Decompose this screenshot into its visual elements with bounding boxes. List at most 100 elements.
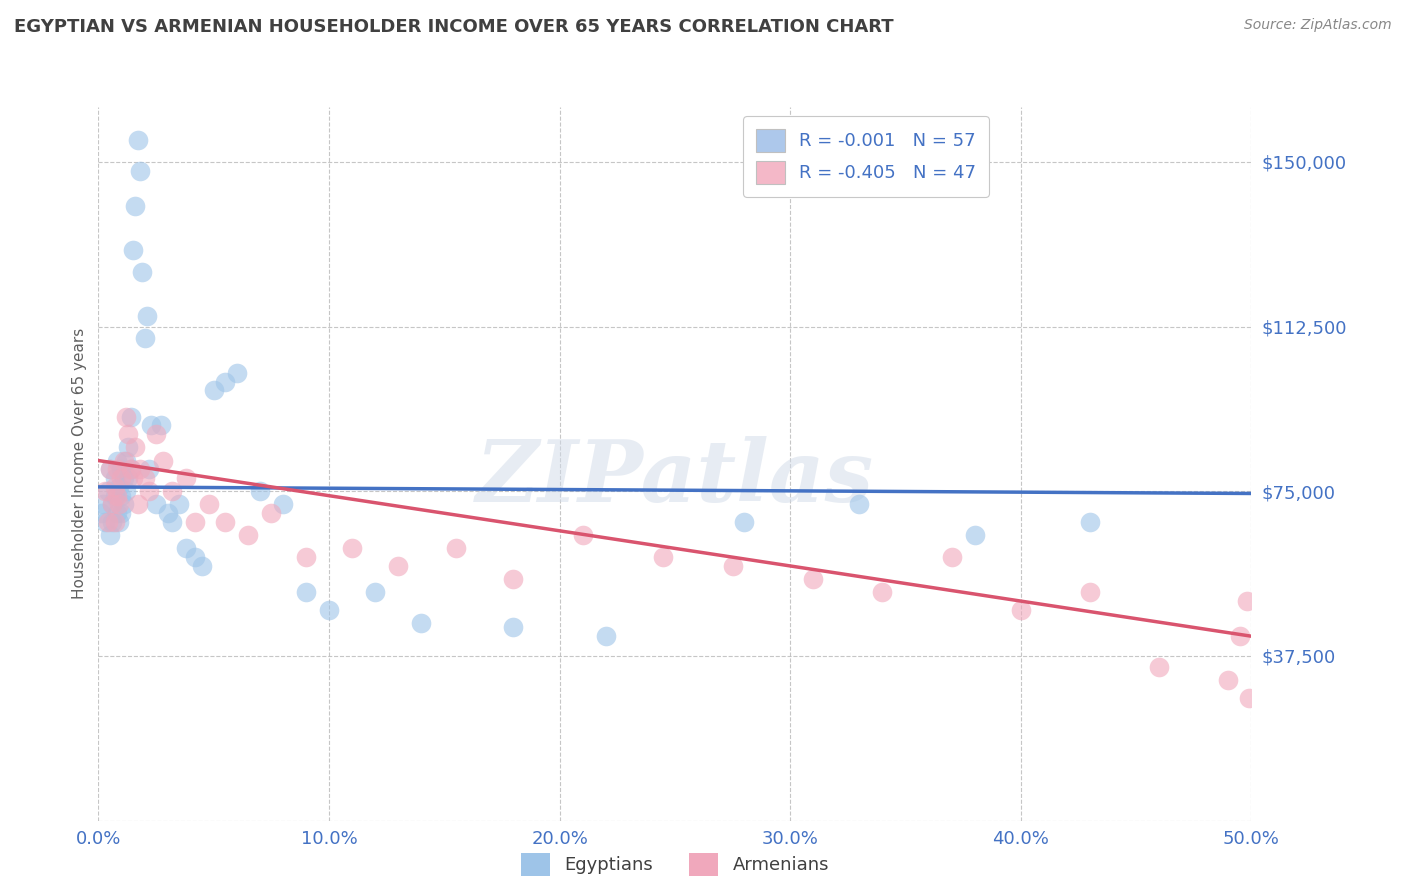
Point: [411, 615, 433, 630]
Point: [160, 515, 183, 529]
Point: [120, 462, 142, 476]
Point: [101, 498, 124, 512]
Point: [122, 471, 145, 485]
Point: [271, 498, 294, 512]
Point: [101, 498, 124, 512]
Point: [1010, 603, 1032, 617]
Point: [110, 471, 132, 485]
Point: [191, 558, 214, 573]
Point: [122, 243, 145, 257]
Point: [120, 462, 142, 476]
Point: [112, 498, 135, 512]
Point: [94, 515, 117, 529]
Point: [103, 515, 125, 529]
Point: [721, 558, 744, 573]
Point: [98, 528, 121, 542]
Point: [167, 498, 190, 512]
Point: [134, 330, 156, 344]
Point: [117, 471, 139, 485]
Point: [105, 462, 128, 476]
Point: [801, 572, 824, 586]
Point: [214, 375, 236, 389]
Point: [129, 163, 152, 178]
Point: [110, 462, 132, 476]
Point: [152, 453, 174, 467]
Point: [127, 498, 149, 512]
Point: [145, 427, 167, 442]
Point: [101, 515, 124, 529]
Point: [156, 506, 179, 520]
Point: [502, 572, 524, 586]
Y-axis label: Householder Income Over 65 years: Householder Income Over 65 years: [72, 328, 87, 599]
Point: [444, 541, 467, 556]
Legend: Egyptians, Armenians: Egyptians, Armenians: [513, 846, 837, 883]
Point: [249, 484, 271, 499]
Point: [174, 541, 197, 556]
Point: [149, 418, 172, 433]
Point: [103, 489, 125, 503]
Point: [103, 471, 125, 485]
Point: [108, 480, 131, 494]
Point: [1236, 594, 1258, 608]
Point: [1078, 515, 1101, 529]
Point: [129, 462, 152, 476]
Text: ZIPatlas: ZIPatlas: [475, 436, 875, 520]
Point: [733, 515, 755, 529]
Point: [110, 489, 132, 503]
Point: [105, 453, 128, 467]
Point: [124, 199, 146, 213]
Point: [160, 484, 183, 499]
Point: [131, 265, 153, 279]
Point: [1229, 629, 1251, 643]
Point: [318, 603, 340, 617]
Point: [108, 498, 131, 512]
Point: [941, 550, 963, 565]
Point: [138, 484, 160, 499]
Point: [103, 480, 125, 494]
Point: [872, 585, 894, 599]
Point: [105, 506, 128, 520]
Point: [225, 366, 247, 380]
Point: [502, 620, 524, 634]
Point: [141, 418, 163, 433]
Text: EGYPTIAN VS ARMENIAN HOUSEHOLDER INCOME OVER 65 YEARS CORRELATION CHART: EGYPTIAN VS ARMENIAN HOUSEHOLDER INCOME …: [14, 18, 894, 36]
Point: [117, 441, 139, 455]
Point: [115, 484, 138, 499]
Point: [848, 498, 870, 512]
Point: [97, 484, 120, 499]
Point: [238, 528, 260, 542]
Point: [105, 489, 128, 503]
Point: [963, 528, 986, 542]
Point: [1078, 585, 1101, 599]
Point: [112, 453, 135, 467]
Point: [198, 498, 221, 512]
Point: [108, 515, 131, 529]
Point: [652, 550, 675, 565]
Point: [124, 441, 146, 455]
Point: [595, 629, 617, 643]
Point: [174, 471, 197, 485]
Point: [98, 462, 121, 476]
Point: [340, 541, 363, 556]
Point: [90, 506, 112, 520]
Point: [91, 498, 114, 512]
Point: [110, 506, 132, 520]
Point: [138, 462, 160, 476]
Point: [295, 585, 318, 599]
Point: [1147, 660, 1170, 674]
Point: [145, 498, 167, 512]
Point: [120, 409, 142, 424]
Point: [98, 462, 121, 476]
Point: [115, 453, 138, 467]
Point: [112, 471, 135, 485]
Point: [94, 484, 117, 499]
Point: [184, 515, 207, 529]
Point: [184, 550, 207, 565]
Point: [127, 133, 149, 147]
Point: [295, 550, 318, 565]
Point: [117, 427, 139, 442]
Text: Source: ZipAtlas.com: Source: ZipAtlas.com: [1244, 18, 1392, 32]
Point: [97, 515, 120, 529]
Point: [115, 409, 138, 424]
Point: [202, 384, 225, 398]
